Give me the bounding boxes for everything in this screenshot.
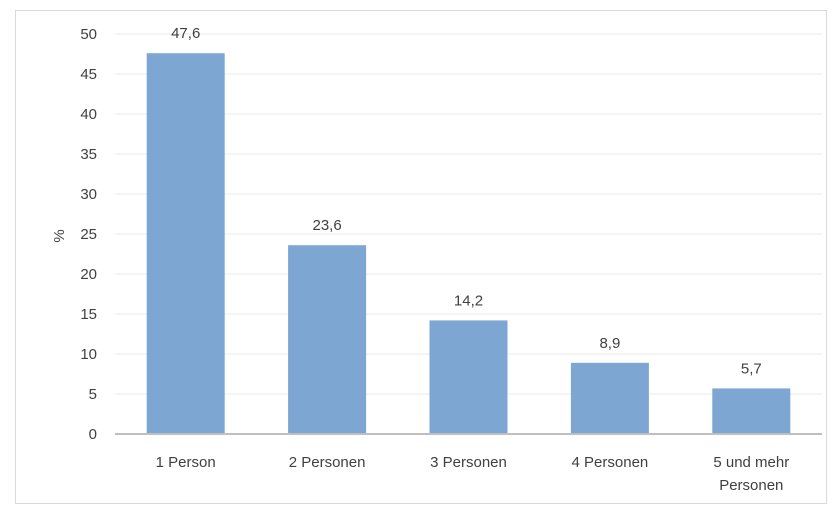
y-tick-label: 30 (80, 186, 97, 203)
bar (712, 388, 791, 434)
y-tick-label: 45 (80, 66, 97, 83)
y-tick-label: 0 (89, 426, 97, 443)
y-tick-label: 10 (80, 346, 97, 363)
data-label: 8,9 (599, 335, 620, 352)
y-tick-label: 15 (80, 306, 97, 323)
data-label: 5,7 (741, 360, 762, 377)
bar (288, 245, 367, 434)
bars (146, 53, 791, 434)
y-tick-label: 25 (80, 226, 97, 243)
x-category-label: 3 Personen (430, 454, 507, 471)
y-axis-title: % (51, 229, 68, 242)
data-labels: 47,6 23,6 14,2 8,9 5,7 (171, 25, 762, 377)
x-category-label: 4 Personen (572, 454, 649, 471)
bar (429, 320, 508, 434)
y-tick-label: 35 (80, 146, 97, 163)
x-category-label: 5 und mehr (713, 454, 789, 471)
x-category-label: 1 Person (156, 454, 216, 471)
data-label: 23,6 (312, 217, 341, 234)
y-axis-ticks: 0 5 10 15 20 25 30 35 40 45 50 (80, 26, 97, 443)
y-tick-label: 40 (80, 106, 97, 123)
y-tick-label: 20 (80, 266, 97, 283)
bar (146, 53, 225, 434)
y-tick-label: 50 (80, 26, 97, 43)
x-axis-categories: 1 Person 2 Personen 3 Personen 4 Personen 5 … (156, 454, 790, 494)
grid-lines (115, 33, 822, 395)
bar (570, 362, 649, 434)
x-category-label: 2 Personen (289, 454, 366, 471)
data-label: 47,6 (171, 25, 200, 42)
data-label: 14,2 (454, 292, 483, 309)
x-category-label: Personen (719, 477, 783, 494)
y-tick-label: 5 (89, 386, 97, 403)
